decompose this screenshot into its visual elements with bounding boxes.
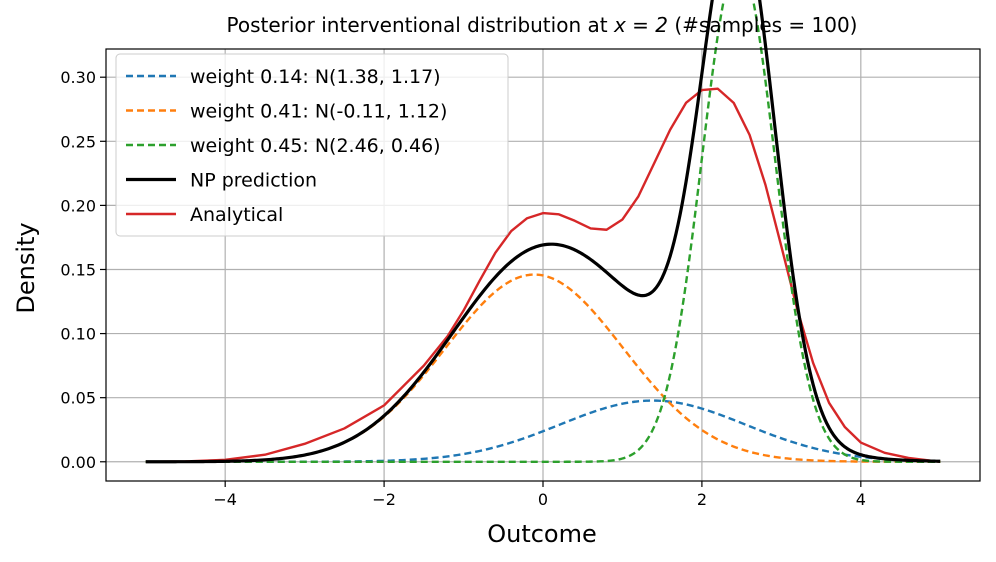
- legend-label: Analytical: [190, 204, 283, 226]
- x-tick-label: 0: [538, 490, 548, 509]
- x-tick-label: −4: [213, 490, 237, 509]
- y-tick-label: 0.15: [60, 260, 96, 279]
- y-tick-label: 0.00: [60, 453, 96, 472]
- x-axis-label: Outcome: [487, 520, 597, 548]
- y-axis-label: Density: [12, 222, 40, 313]
- y-tick-label: 0.20: [60, 196, 96, 215]
- legend: weight 0.14: N(1.38, 1.17) weight 0.41: N…: [115, 53, 509, 237]
- y-tick-label: 0.25: [60, 132, 96, 151]
- legend-label: weight 0.14: N(1.38, 1.17): [190, 66, 441, 88]
- chart-title-math: x = 2: [613, 13, 668, 37]
- legend-label: weight 0.45: N(2.46, 0.46): [190, 135, 441, 157]
- chart-title: Posterior interventional distribution at…: [227, 13, 858, 37]
- series-line-np-prediction: [145, 0, 941, 464]
- chart-title-suffix: (#samples = 100): [668, 13, 858, 37]
- y-tick-label: 0.30: [60, 68, 96, 87]
- legend-label: weight 0.41: N(-0.11, 1.12): [190, 101, 447, 123]
- y-tick-label: 0.05: [60, 389, 96, 408]
- legend-label: NP prediction: [190, 170, 317, 192]
- x-tick-label: 4: [856, 490, 866, 509]
- series-line-analytical: [145, 87, 941, 463]
- legend-box: [115, 53, 509, 237]
- y-tick-label: 0.10: [60, 325, 96, 344]
- chart-title-prefix: Posterior interventional distribution at: [227, 13, 614, 37]
- axis-ticks: −4 −2 0 2 4 0.00 0.05 0.10 0.15 0.20 0.25 0.30: [60, 68, 866, 509]
- series-line-weight-0-45-n-2-46-0-46: [145, 0, 941, 463]
- x-tick-label: 2: [697, 490, 707, 509]
- series-lines: [145, 0, 941, 464]
- x-tick-label: −2: [372, 490, 396, 509]
